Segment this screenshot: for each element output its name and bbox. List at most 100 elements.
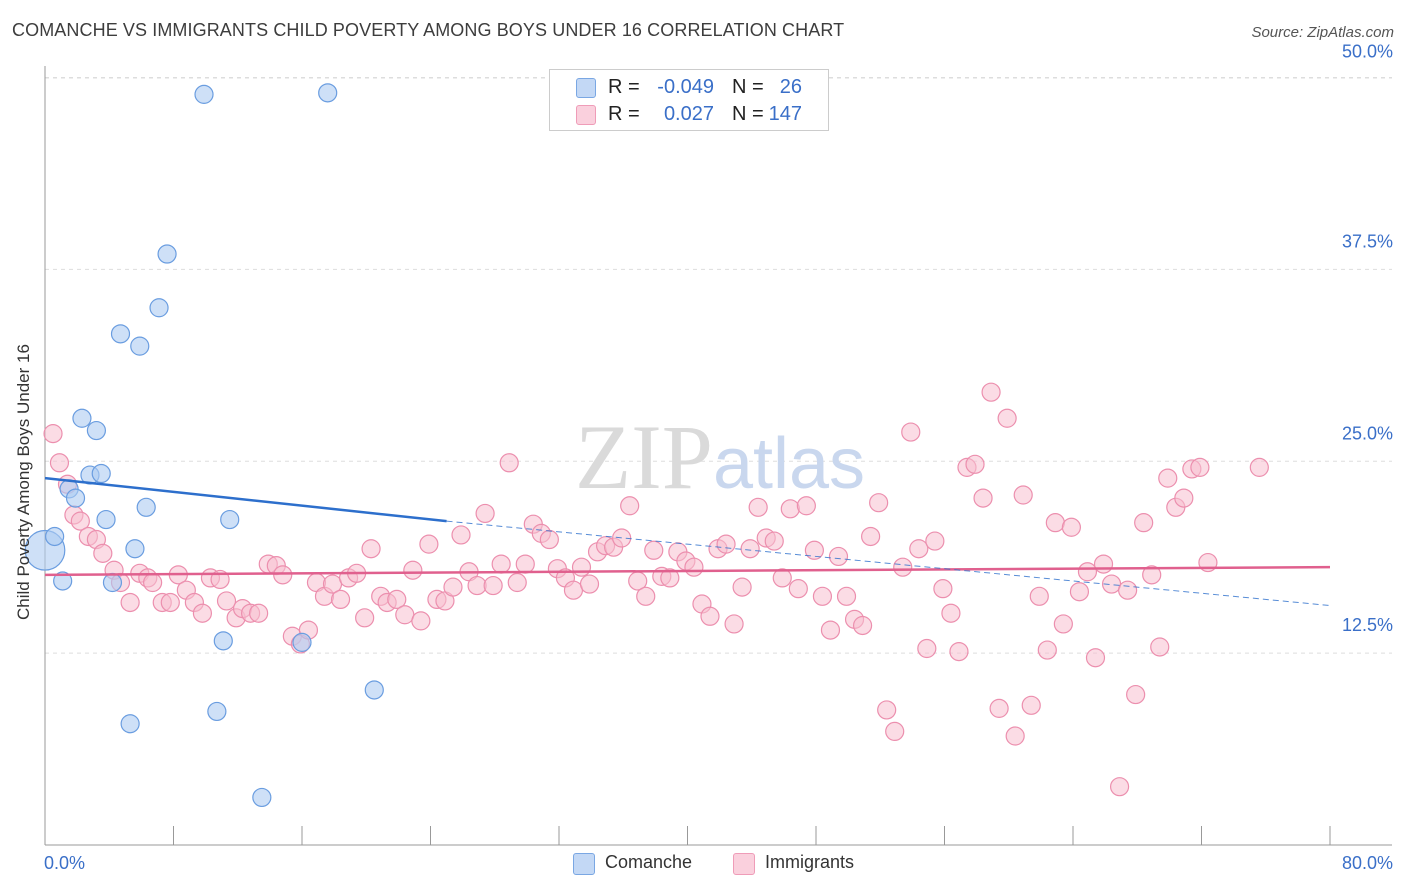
immigrants-point	[93, 543, 113, 563]
comanche-points	[24, 83, 384, 808]
immigrants-point	[411, 611, 431, 631]
immigrants-point	[852, 615, 873, 636]
comanche-point	[364, 680, 384, 700]
immigrants-point	[820, 620, 841, 640]
immigrants-point	[941, 603, 961, 623]
comanche-point	[213, 631, 233, 651]
chart-title: COMANCHE VS IMMIGRANTS CHILD POVERTY AMO…	[12, 20, 845, 40]
trend-lines	[44, 476, 1331, 607]
comanche-point	[120, 714, 140, 734]
comanche-point	[194, 84, 214, 104]
immigrants-point	[700, 606, 720, 626]
immigrants-point	[507, 572, 527, 593]
immigrants-point	[70, 511, 90, 531]
immigrants-point	[49, 453, 70, 473]
immigrants-point	[1174, 488, 1194, 508]
comanche-trend-line	[44, 476, 447, 523]
immigrants-point	[1142, 565, 1162, 585]
comanche-point	[149, 298, 169, 318]
y-tick-label: 37.5%	[1342, 231, 1393, 251]
immigrants-point	[395, 605, 415, 625]
x-tick-label: 0.0%	[44, 853, 85, 873]
immigrants-legend-swatch	[733, 853, 755, 875]
immigrants-point	[901, 422, 921, 442]
x-tick-label: 80.0%	[1342, 853, 1393, 873]
immigrants-point	[636, 586, 656, 606]
comanche-point	[207, 701, 227, 722]
immigrants-point	[1061, 517, 1081, 537]
comanche-point	[96, 509, 116, 530]
immigrants-point	[804, 540, 824, 560]
source-attribution: Source: ZipAtlas.com	[1251, 24, 1394, 41]
y-axis-label: Child Poverty Among Boys Under 16	[14, 344, 33, 620]
comanche-point	[91, 463, 111, 484]
immigrants-point	[1013, 485, 1033, 505]
immigrants-swatch	[576, 105, 596, 125]
immigrants-legend-label: Immigrants	[765, 852, 855, 872]
comanche-point	[65, 488, 86, 508]
immigrants-point	[1109, 777, 1130, 797]
immigrants-point	[877, 700, 897, 720]
immigrants-point	[1029, 586, 1049, 606]
immigrants-point	[1134, 513, 1154, 533]
immigrants-point	[1053, 614, 1073, 634]
immigrants-point	[443, 577, 463, 597]
immigrants-point	[216, 591, 237, 611]
immigrants-point	[579, 574, 600, 594]
comanche-point	[157, 244, 177, 264]
immigrants-point	[43, 424, 63, 444]
comanche-point	[110, 324, 131, 344]
comanche-point	[86, 420, 107, 441]
comanche-point	[53, 571, 73, 591]
immigrants-point	[772, 568, 792, 588]
immigrants-point	[330, 589, 351, 610]
immigrants-point	[539, 529, 559, 550]
immigrants-point	[812, 586, 833, 606]
comanche-point	[252, 787, 272, 808]
immigrants-point	[1085, 648, 1106, 668]
immigrants-point	[403, 560, 423, 580]
immigrants-point	[467, 575, 487, 596]
immigrants-point	[387, 589, 407, 610]
tick-labels: 12.5% 25.0% 37.5% 50.0% 0.0% 80.0%	[44, 42, 1393, 874]
immigrants-point	[780, 499, 800, 519]
y-tick-label: 50.0%	[1342, 42, 1393, 62]
comanche-point	[130, 336, 150, 356]
immigrants-point	[1150, 637, 1170, 657]
immigrants-point	[861, 526, 881, 547]
immigrants-point	[828, 546, 849, 567]
legend-n-label: N =	[732, 76, 764, 98]
immigrants-point	[997, 408, 1017, 428]
immigrants-point	[1249, 457, 1269, 477]
immigrants-point	[1021, 695, 1041, 715]
comanche-trend-extension	[446, 520, 1331, 607]
immigrants-point	[836, 586, 857, 606]
immigrants-point	[1037, 640, 1057, 660]
immigrants-point	[515, 554, 535, 574]
immigrants-point	[1190, 457, 1210, 477]
immigrants-point	[1005, 726, 1025, 746]
immigrants-point	[644, 540, 664, 560]
legend-n-value: 26	[779, 76, 802, 98]
comanche-legend-swatch	[573, 853, 595, 875]
immigrants-point	[620, 496, 640, 516]
comanche-point	[125, 539, 145, 559]
immigrants-point	[249, 603, 269, 623]
immigrants-point	[933, 579, 953, 599]
comanche-point	[220, 509, 240, 530]
immigrants-point	[419, 534, 439, 554]
comanche-point	[318, 83, 338, 103]
immigrants-point	[788, 579, 808, 599]
comanche-point	[45, 526, 65, 547]
immigrants-point	[483, 575, 503, 596]
immigrants-trend-line	[44, 565, 1331, 577]
immigrants-point	[684, 557, 704, 577]
immigrants-point	[869, 493, 889, 513]
comanche-point	[136, 497, 156, 517]
immigrants-point	[716, 534, 736, 554]
legend-r-value: 0.027	[663, 103, 714, 125]
legend-r-label: R =	[608, 76, 640, 98]
immigrants-point	[1118, 580, 1138, 600]
comanche-point	[102, 572, 123, 593]
